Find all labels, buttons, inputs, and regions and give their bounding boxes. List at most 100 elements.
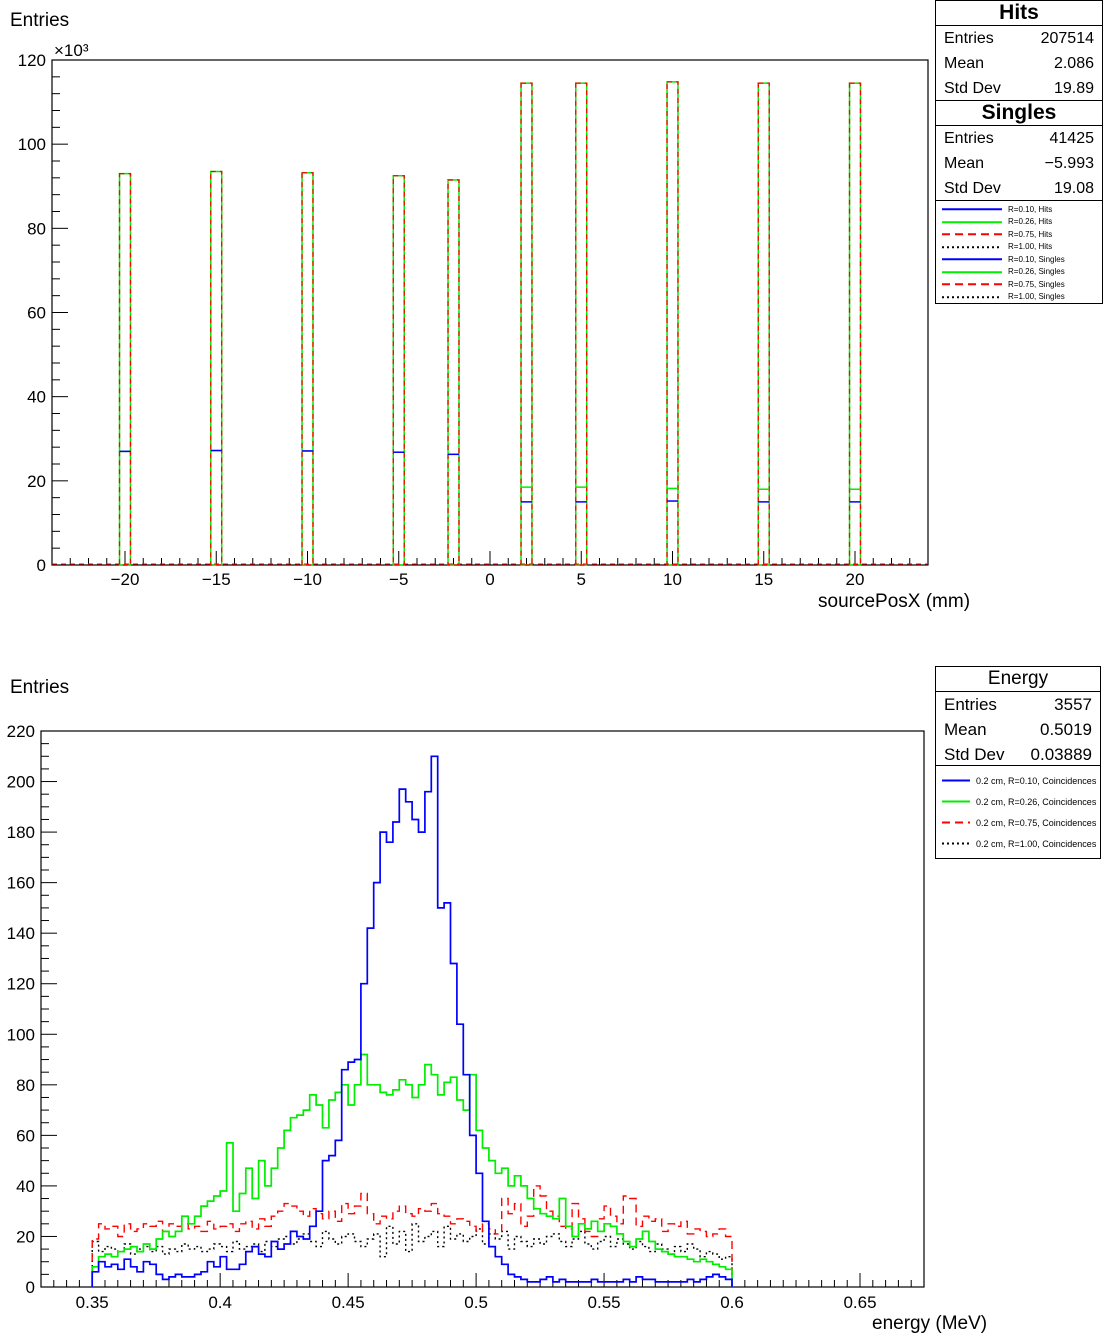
hits-peak-bar: [118, 172, 132, 566]
legend-entry: 0.2 cm, R=1.00, Coincidences: [936, 833, 1100, 854]
stats-label: Mean: [944, 55, 985, 72]
legend-label: R=0.26, Hits: [1008, 217, 1053, 227]
hits-peak-bar: [848, 82, 862, 566]
energy-stats-row: Std Dev 0.03889: [936, 742, 1100, 767]
stats-value: 2.086: [1053, 55, 1094, 72]
stats-label: Std Dev: [944, 80, 1001, 97]
bottom-y-tick-label: 40: [16, 1177, 35, 1196]
legend-swatch: [942, 220, 1002, 223]
top-y-tick-label: 100: [18, 135, 46, 154]
top-y-axis-title: Entries: [10, 10, 69, 31]
series-line-3: [91, 1185, 733, 1287]
series-line-2: [91, 1053, 733, 1287]
hits-peak-bar: [301, 172, 314, 566]
hits-peak-bar-dashed: [210, 170, 223, 566]
legend-entry: R=0.10, Singles: [936, 253, 1102, 266]
bottom-legend-box: 0.2 cm, R=0.10, Coincidences 0.2 cm, R=0.…: [935, 765, 1101, 859]
bottom-x-tick-label: 0.65: [843, 1293, 876, 1312]
legend-entry: R=1.00, Singles: [936, 291, 1102, 304]
legend-swatch: [942, 233, 1002, 236]
bottom-x-axis-title: energy (MeV): [872, 1313, 987, 1334]
top-y-tick-label: 40: [27, 388, 46, 407]
hits-peak-bar: [666, 81, 679, 566]
legend-swatch: [942, 779, 970, 782]
energy-stats-box: Energy Entries 3557 Mean 0.5019 Std Dev …: [935, 666, 1101, 766]
stats-label: Entries: [944, 130, 994, 147]
legend-entry: R=0.75, Singles: [936, 278, 1102, 291]
top-x-axis-title: sourcePosX (mm): [818, 591, 970, 612]
legend-label: R=1.00, Hits: [1008, 242, 1053, 252]
hits-peak-bar: [575, 82, 588, 566]
hits-peak-bar: [210, 170, 223, 566]
energy-stats-title: Energy: [936, 667, 1100, 692]
legend-swatch: [942, 821, 970, 824]
stats-label: Mean: [944, 155, 985, 172]
top-x-tick-label: 10: [663, 570, 682, 589]
bottom-x-tick-label: 0.5: [464, 1293, 488, 1312]
top-y-scale-label: ×10³: [54, 41, 89, 60]
bottom-x-tick-label: 0.55: [588, 1293, 621, 1312]
top-legend-box: R=0.10, Hits R=0.26, Hits R=0.75, Hits R=1.…: [935, 200, 1103, 304]
top-x-tick-label: 0: [485, 570, 494, 589]
bottom-y-tick-label: 0: [26, 1278, 35, 1297]
bottom-x-tick-label: 0.4: [208, 1293, 232, 1312]
energy-stats-row: Entries 3557: [936, 692, 1100, 717]
stats-value: 3557: [1054, 695, 1092, 714]
legend-swatch: [942, 208, 1002, 211]
legend-entry: R=0.10, Hits: [936, 203, 1102, 216]
hits-peak-bar-dashed: [301, 172, 314, 566]
bottom-y-tick-label: 80: [16, 1076, 35, 1095]
hits-stats-row: Mean 2.086: [936, 51, 1102, 76]
top-y-tick-label: 0: [37, 556, 46, 575]
hits-peak-bar-dashed: [757, 82, 770, 566]
stats-label: Std Dev: [944, 745, 1005, 764]
hits-stats-row: Std Dev 19.89: [936, 76, 1102, 101]
bottom-y-tick-label: 140: [7, 924, 35, 943]
bottom-y-tick-label: 120: [7, 975, 35, 994]
hits-stats-box: Hits Entries 207514 Mean 2.086 Std Dev 1…: [935, 0, 1103, 101]
singles-stats-row: Std Dev 19.08: [936, 176, 1102, 201]
stats-label: Mean: [944, 720, 987, 739]
top-x-tick-label: −20: [111, 570, 140, 589]
legend-label: 0.2 cm, R=0.10, Coincidences: [976, 775, 1097, 786]
hits-peak-bar-dashed: [392, 175, 405, 566]
hits-peak-bar-dashed: [520, 82, 533, 566]
stats-value: 41425: [1049, 130, 1095, 147]
singles-stats-title: Singles: [936, 101, 1102, 126]
stats-value: −5.993: [1044, 155, 1094, 172]
top-x-tick-label: 5: [577, 570, 586, 589]
legend-swatch: [942, 800, 970, 803]
legend-entry: R=1.00, Hits: [936, 241, 1102, 254]
bottom-y-tick-label: 180: [7, 823, 35, 842]
hits-peak-bar-dashed: [447, 179, 460, 566]
top-y-tick-label: 20: [27, 472, 46, 491]
legend-label: R=1.00, Singles: [1008, 292, 1065, 302]
hits-stats-row: Entries 207514: [936, 26, 1102, 51]
legend-swatch: [942, 295, 1002, 298]
bottom-y-tick-label: 220: [7, 722, 35, 741]
legend-label: R=0.26, Singles: [1008, 267, 1065, 277]
legend-swatch: [942, 245, 1002, 248]
stats-label: Entries: [944, 30, 994, 47]
legend-swatch: [942, 270, 1002, 273]
top-plot-frame: [51, 59, 929, 566]
bottom-y-tick-label: 60: [16, 1126, 35, 1145]
bottom-y-tick-label: 100: [7, 1025, 35, 1044]
legend-label: R=0.75, Singles: [1008, 279, 1065, 289]
legend-entry: R=0.26, Singles: [936, 266, 1102, 279]
hits-peak-bar-dashed: [666, 81, 679, 566]
hits-peak-bar-dashed: [575, 82, 588, 566]
stats-label: Entries: [944, 695, 997, 714]
top-x-tick-label: −10: [293, 570, 322, 589]
hits-peak-bar: [447, 179, 460, 566]
hits-stats-title: Hits: [936, 1, 1102, 26]
top-y-tick-label: 80: [27, 219, 46, 238]
stats-value: 19.08: [1053, 180, 1094, 197]
hits-peak-bar-dashed: [848, 82, 862, 566]
top-y-tick-label: 60: [27, 304, 46, 323]
top-y-tick-label: 120: [18, 51, 46, 70]
legend-label: R=0.10, Singles: [1008, 254, 1065, 264]
hits-peak-bar: [757, 82, 770, 566]
